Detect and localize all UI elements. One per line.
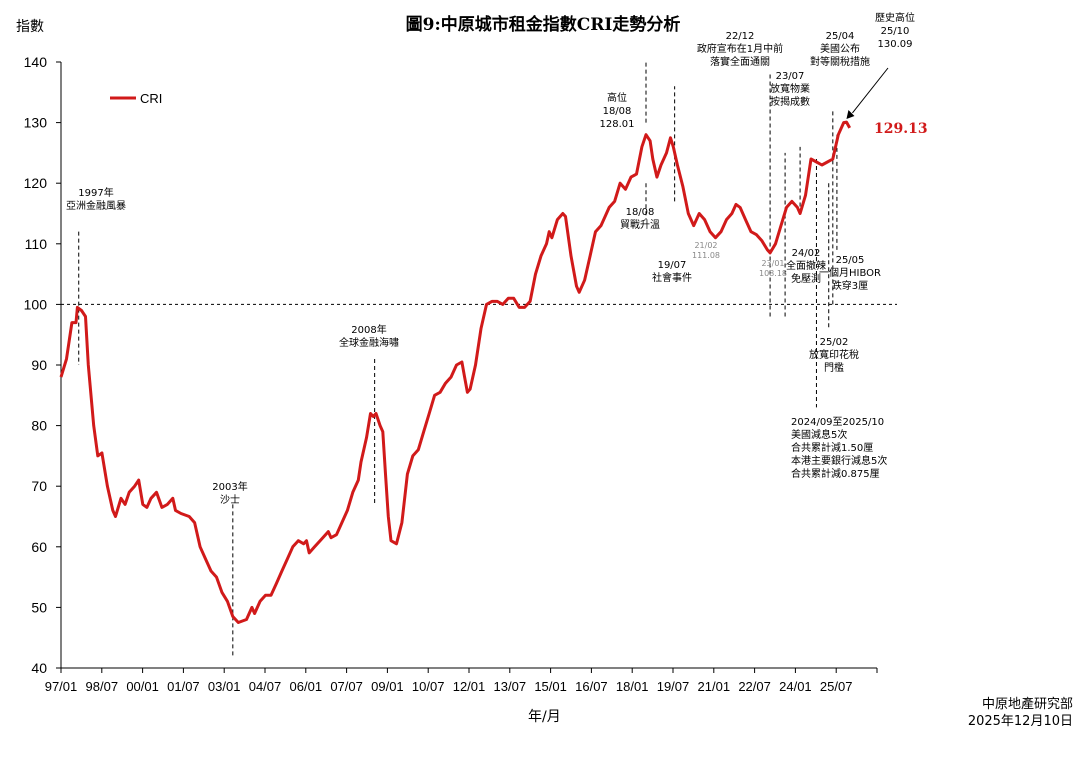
x-tick-label: 10/07 (412, 679, 445, 694)
annotation-text: 高位 (607, 91, 627, 104)
x-tick-label: 97/01 (45, 679, 78, 694)
y-tick-label: 90 (31, 357, 47, 373)
annotation-text: 美國減息5次 (791, 428, 847, 441)
annotation-text: 沙士 (220, 493, 240, 506)
annotation-text: 美國公布 (820, 42, 860, 55)
annotation-text: 111.08 (692, 251, 720, 260)
report-date: 2025年12月10日 (967, 714, 1073, 729)
annotation-text: 128.01 (600, 119, 635, 130)
x-tick-label: 00/01 (126, 679, 159, 694)
annotation-text: 19/07 (658, 260, 687, 271)
y-tick-label: 70 (31, 478, 47, 494)
x-tick-label: 24/01 (779, 679, 812, 694)
x-tick-label: 21/01 (698, 679, 731, 694)
annotation-text: 2024/09至2025/10 (791, 416, 884, 428)
x-tick-label: 16/07 (575, 679, 608, 694)
annotation-text: 130.09 (878, 39, 913, 50)
x-tick-label: 25/07 (820, 679, 853, 694)
x-tick-label: 09/01 (371, 679, 404, 694)
annotation-text: 放寬物業 (770, 82, 810, 95)
annotation-text: 門檻 (824, 361, 844, 374)
annotation-text: 108.18 (759, 269, 787, 278)
annotation-text: 2003年 (212, 480, 247, 493)
x-tick-label: 03/01 (208, 679, 241, 694)
y-tick-label: 50 (31, 599, 47, 615)
annotation-text: 25/05 (836, 255, 865, 266)
annotation-text: 按揭成數 (770, 95, 810, 108)
annotation-text: 全球金融海嘯 (339, 336, 399, 349)
annotation-text: 合共累計減1.50厘 (791, 441, 873, 454)
y-axis-label: 指數 (16, 19, 44, 35)
annotation-text: 21/02 (694, 241, 717, 250)
annotation-text: 合共累計減0.875厘 (791, 467, 880, 480)
annotation-text: 落實全面通關 (710, 55, 770, 68)
x-tick-label: 98/07 (86, 679, 119, 694)
annotation-arrow-head (846, 109, 855, 119)
annotation-text: 全面撤辣 (786, 259, 826, 272)
chart-title: 圖9:中原城市租金指數CRI走勢分析 (406, 14, 681, 35)
annotation-text: 18/08 (626, 207, 655, 218)
annotation-arrow (852, 67, 889, 114)
last-value-label: 129.13 (874, 121, 928, 137)
annotation-text: 22/12 (726, 31, 755, 42)
annotation-text: 放寬印花稅 (809, 348, 859, 361)
x-tick-label: 06/01 (290, 679, 323, 694)
y-tick-label: 140 (24, 54, 48, 70)
annotation-text: 23/01 (761, 259, 784, 268)
x-tick-label: 07/07 (330, 679, 363, 694)
chart-series (59, 120, 852, 624)
annotation-text: 1997年 (78, 186, 113, 199)
annotation-text: 跌穿3厘 (832, 279, 868, 292)
x-tick-label: 18/01 (616, 679, 649, 694)
annotation-text: 23/07 (776, 71, 805, 82)
annotation-text: 25/10 (881, 26, 910, 37)
x-tick-label: 12/01 (453, 679, 486, 694)
annotation-text: 本港主要銀行減息5次 (791, 454, 887, 467)
y-tick-label: 130 (24, 115, 48, 131)
annotation-text: 貿戰升溫 (620, 219, 660, 231)
annotation-text: 2008年 (351, 323, 386, 336)
legend-label: CRI (140, 91, 162, 106)
annotation-text: 對等關稅措施 (810, 55, 870, 68)
annotation-text: 24/02 (792, 248, 821, 259)
chart-axes: 40 50 60 70 80 90 100 110 120 130 140 97/01 98/07 00/… (24, 54, 878, 694)
y-tick-label: 100 (24, 296, 48, 312)
x-tick-label: 01/07 (167, 679, 200, 694)
y-tick-label: 80 (31, 418, 47, 434)
series-line-cri (59, 120, 852, 624)
x-tick-label: 13/07 (494, 679, 527, 694)
source-credit: 中原地產研究部 (981, 697, 1073, 712)
y-tick-label: 120 (24, 175, 48, 191)
annotation-text: 歷史高位 (875, 11, 915, 24)
x-axis-label: 年/月 (528, 709, 561, 725)
annotation-text: 一個月HIBOR (819, 266, 881, 279)
x-tick-label: 19/07 (657, 679, 690, 694)
y-tick-label: 110 (25, 236, 48, 252)
x-tick-label: 04/07 (249, 679, 282, 694)
annotation-text: 亞洲金融風暴 (66, 199, 126, 212)
x-tick-label: 15/01 (534, 679, 567, 694)
annotation-text: 25/04 (826, 31, 855, 42)
annotation-text: 25/02 (820, 337, 849, 348)
annotation-text: 免壓測 (791, 272, 821, 285)
legend: CRI (110, 91, 162, 106)
annotation-text: 社會事件 (652, 271, 692, 284)
annotation-text: 18/08 (603, 106, 632, 117)
x-tick-label: 22/07 (738, 679, 771, 694)
y-tick-label: 40 (31, 660, 47, 676)
y-tick-label: 60 (31, 539, 47, 555)
annotation-text: 政府宣布在1月中前 (697, 42, 783, 55)
